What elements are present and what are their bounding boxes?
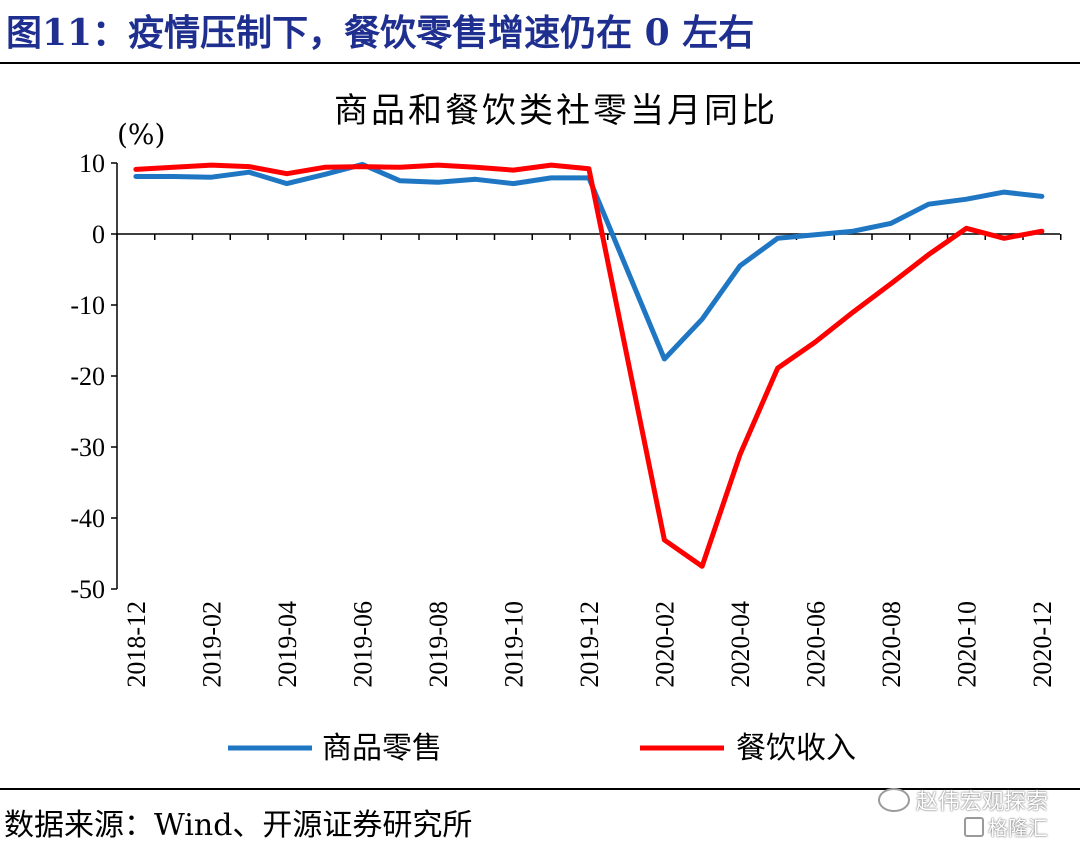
watermark: 赵伟宏观探索 格隆汇 (828, 782, 1048, 842)
watermark-brand: 赵伟宏观探索 (877, 784, 1048, 816)
x-axis: 2018-12 2019-02 2019-04 2019-06 2019-08 2019-… (116, 233, 1062, 688)
legend-label: 商品零售 (322, 731, 442, 766)
legend-label: 餐饮收入 (736, 731, 856, 766)
x-tick-label: 2020-08 (877, 601, 906, 688)
source-note: 数据来源：Wind、开源证券研究所 (4, 808, 473, 843)
y-tick-label: -30 (70, 433, 105, 462)
series-line (133, 162, 1045, 569)
watermark-brand-label: 赵伟宏观探索 (915, 790, 1048, 815)
y-axis-unit-label: (%) (117, 118, 165, 151)
x-tick-label: 2019-08 (424, 601, 453, 688)
figure-title: 图11：疫情压制下，餐饮零售增速仍在 0 左右 (6, 12, 755, 54)
x-tick-label: 2020-04 (726, 601, 755, 688)
y-tick-label: -10 (70, 291, 105, 320)
watermark-site-label: 格隆汇 (988, 816, 1048, 840)
bottom-divider (0, 788, 1080, 790)
watermark-site: 格隆汇 (964, 812, 1048, 841)
chart-title: 商品和餐饮类社零当月同比 (334, 91, 778, 131)
x-tick-label: 2020-06 (801, 601, 830, 688)
x-tick-label: 2019-04 (273, 601, 302, 688)
x-tick-label: 2019-02 (197, 601, 226, 688)
x-tick-label: 2019-10 (499, 601, 528, 688)
series-1 (133, 161, 1045, 362)
x-tick-label: 2020-10 (952, 601, 981, 688)
x-tick-label: 2019-06 (348, 601, 377, 688)
y-tick-label: -50 (70, 575, 105, 604)
wechat-icon (877, 788, 910, 812)
series-2 (133, 162, 1045, 569)
y-tick-label: 10 (79, 149, 105, 178)
y-tick-label: -40 (70, 504, 105, 533)
top-divider (0, 62, 1080, 64)
x-tick-label: 2019-12 (575, 601, 604, 688)
legend-item: 商品零售 (228, 731, 442, 766)
y-tick-label: -20 (70, 362, 105, 391)
series-layer (133, 161, 1045, 569)
y-axis: 10 0 -10 -20 -30 -40 -50 (70, 149, 118, 604)
gelonghui-logo-icon (964, 817, 984, 837)
y-tick-label: 0 (92, 220, 105, 249)
x-tick-label: 2020-02 (650, 601, 679, 688)
series-line (133, 161, 1045, 362)
legend: 商品零售 餐饮收入 (228, 731, 856, 766)
x-tick-label: 2020-12 (1028, 601, 1057, 688)
x-tick-label: 2018-12 (122, 601, 151, 688)
legend-item: 餐饮收入 (640, 731, 856, 766)
